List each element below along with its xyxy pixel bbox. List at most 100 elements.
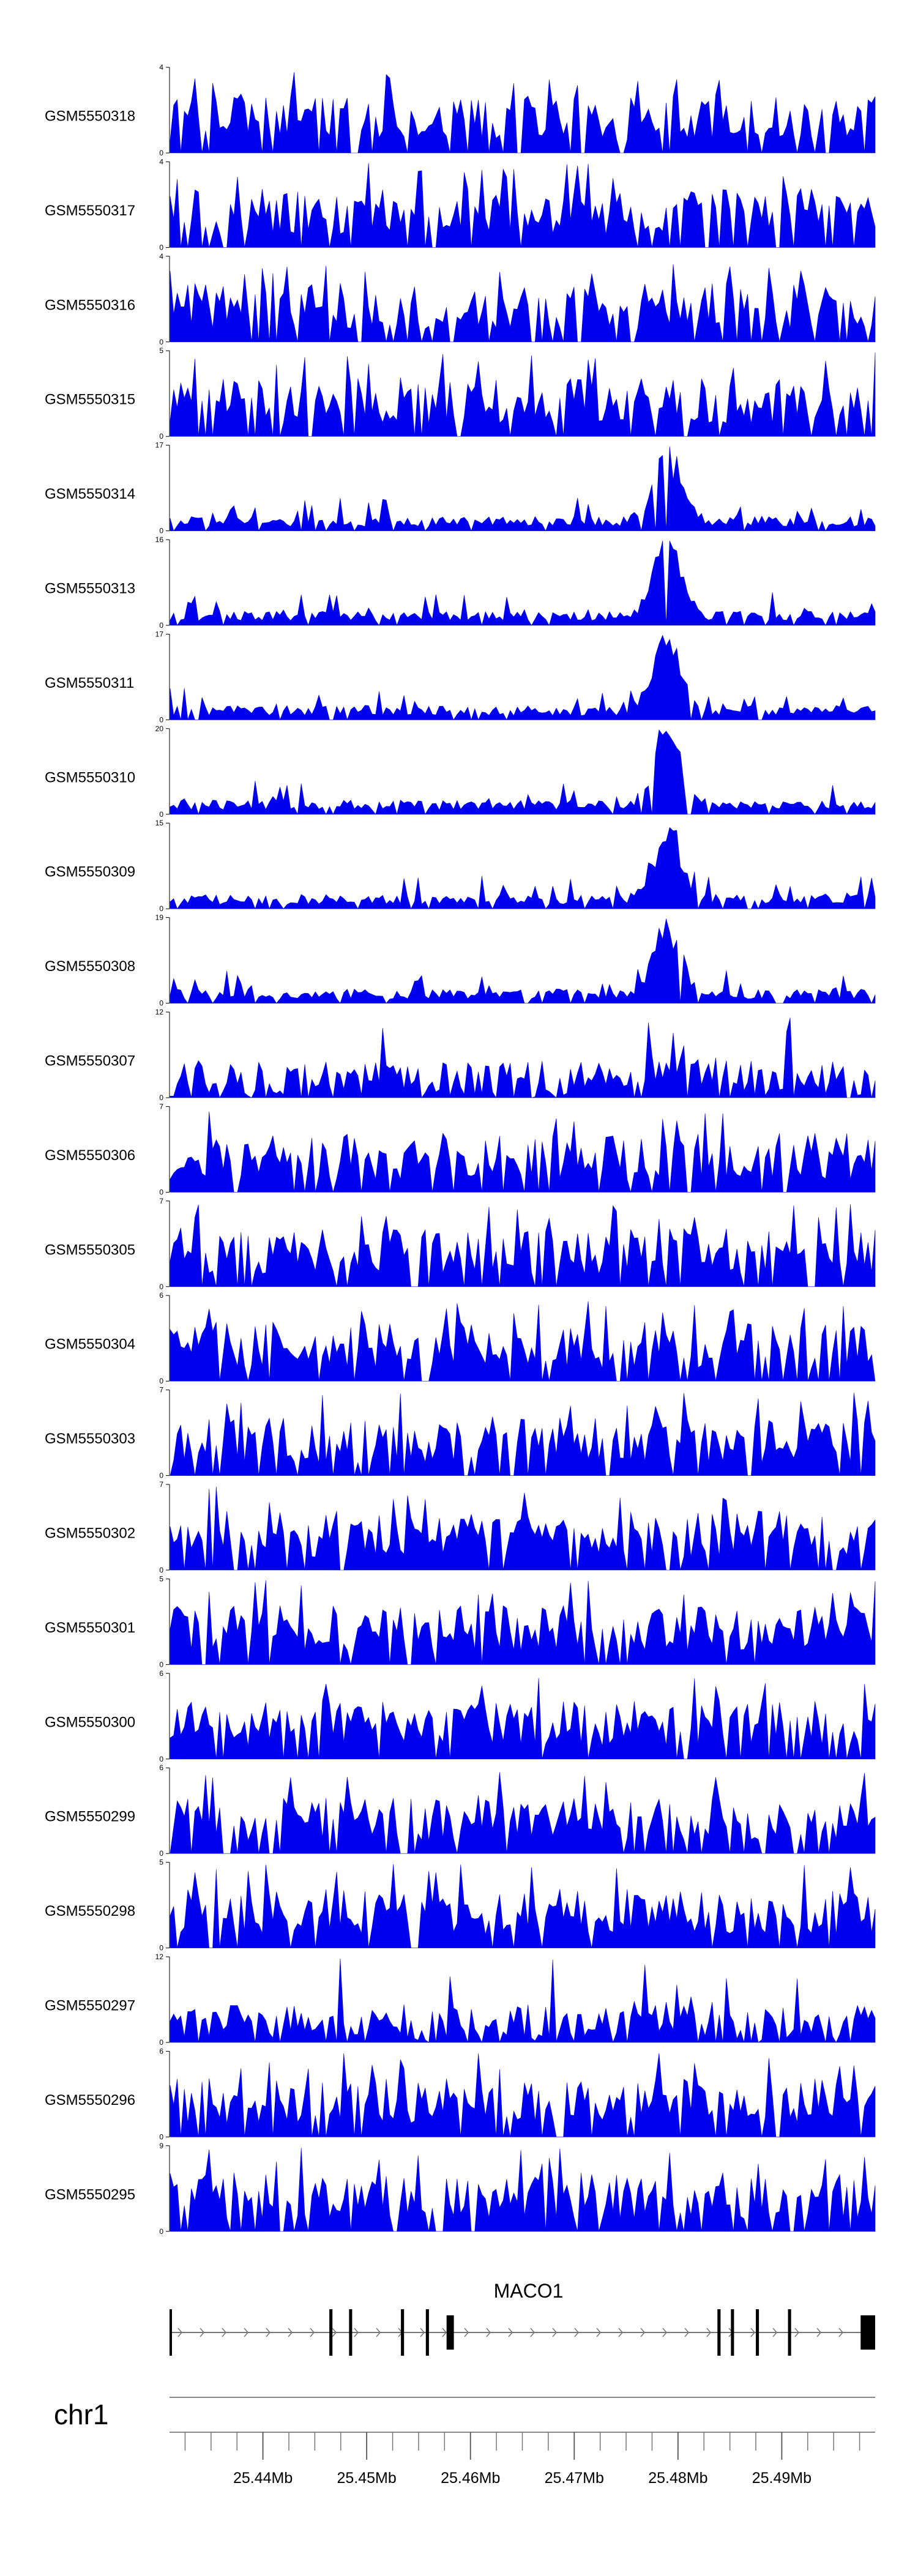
- track-ymin-label: 0: [159, 243, 163, 251]
- track-ymin-label: 0: [159, 1282, 163, 1291]
- coverage-track: GSM5550309 15 0: [45, 819, 876, 913]
- track-ymax-label: 7: [159, 1480, 163, 1489]
- track-ymin-label: 0: [159, 621, 163, 630]
- coverage-area: [170, 2148, 876, 2232]
- track-label: GSM5550318: [45, 108, 135, 125]
- coverage-track: GSM5550315 5 0: [45, 346, 876, 441]
- track-ymin-label: 0: [159, 1472, 163, 1480]
- strand-arrow: [177, 2328, 183, 2337]
- track-ymin-label: 0: [159, 904, 163, 913]
- track-ymax-label: 4: [159, 157, 163, 166]
- coverage-area: [170, 540, 876, 627]
- gene-exon: [788, 2309, 791, 2356]
- coverage-track: GSM5550299 6 0: [45, 1763, 876, 1858]
- coverage-track: GSM5550316 4 0: [45, 252, 876, 346]
- track-ymax-label: 4: [159, 252, 163, 261]
- track-label: GSM5550313: [45, 581, 135, 597]
- strand-arrow: [816, 2328, 822, 2337]
- track-label: GSM5550306: [45, 1147, 135, 1164]
- track-label: GSM5550299: [45, 1809, 135, 1825]
- strand-arrow: [376, 2328, 381, 2337]
- gene-exon: [401, 2309, 405, 2356]
- genome-axis: chr1 25.44Mb 25.45Mb 25.46Mb 25.47Mb 25.48Mb 2…: [54, 2397, 875, 2487]
- strand-arrow: [838, 2328, 844, 2337]
- strand-arrow: [508, 2328, 513, 2337]
- gene-exon: [860, 2315, 875, 2350]
- coverage-track: GSM5550317 4 0: [45, 157, 876, 251]
- track-ymin-label: 0: [159, 1755, 163, 1763]
- coverage-track: GSM5550302 7 0: [45, 1480, 876, 1574]
- coverage-area: [170, 264, 876, 343]
- strand-arrow: [684, 2328, 690, 2337]
- coverage-track: GSM5550318 4 0: [45, 63, 876, 157]
- track-ymax-label: 6: [159, 1763, 163, 1772]
- track-label: GSM5550298: [45, 1903, 135, 1919]
- strand-arrow: [222, 2328, 227, 2337]
- track-label: GSM5550297: [45, 1998, 135, 2014]
- track-ymax-label: 7: [159, 1386, 163, 1394]
- strand-arrow: [288, 2328, 293, 2337]
- coverage-track: GSM5550307 12 0: [45, 1008, 876, 1102]
- coverage-area: [170, 1393, 876, 1476]
- coverage-area: [170, 635, 876, 721]
- track-label: GSM5550301: [45, 1620, 135, 1636]
- coverage-area: [170, 918, 876, 1004]
- track-ymin-label: 0: [159, 715, 163, 724]
- coverage-area: [170, 352, 876, 437]
- track-ymin-label: 0: [159, 810, 163, 819]
- coverage-track: GSM5550311 17 0: [45, 630, 876, 724]
- coverage-area: [170, 1580, 876, 1665]
- gene-exon: [446, 2315, 454, 2350]
- gene-exon: [717, 2309, 721, 2356]
- track-ymax-label: 9: [159, 2142, 163, 2150]
- track-ymin-label: 0: [159, 1944, 163, 1952]
- track-label: GSM5550309: [45, 864, 135, 880]
- track-ymax-label: 17: [155, 441, 164, 450]
- track-label: GSM5550305: [45, 1241, 135, 1258]
- gene-exon: [329, 2309, 333, 2356]
- strand-arrow: [464, 2328, 469, 2337]
- strand-arrow: [706, 2328, 712, 2337]
- track-ymin-label: 0: [159, 1188, 163, 1196]
- strand-arrow: [750, 2328, 756, 2337]
- coverage-area: [170, 2053, 876, 2137]
- track-ymin-label: 0: [159, 1377, 163, 1385]
- gene-exon: [170, 2309, 172, 2356]
- track-ymin-label: 0: [159, 432, 163, 441]
- axis-tick-label: 25.47Mb: [545, 2470, 604, 2487]
- coverage-area: [170, 1486, 876, 1571]
- strand-arrow: [662, 2328, 668, 2337]
- track-ymax-label: 5: [159, 1858, 163, 1867]
- axis-tick-label: 25.49Mb: [752, 2470, 812, 2487]
- coverage-track: GSM5550298 5 0: [45, 1858, 876, 1952]
- track-label: GSM5550303: [45, 1431, 135, 1447]
- coverage-area: [170, 827, 876, 910]
- strand-arrow: [200, 2328, 205, 2337]
- track-ymax-label: 19: [155, 914, 164, 922]
- axis-tick-label: 25.46Mb: [441, 2470, 500, 2487]
- track-label: GSM5550316: [45, 297, 135, 313]
- track-label: GSM5550310: [45, 769, 135, 786]
- track-ymin-label: 0: [159, 1660, 163, 1669]
- coverage-area: [170, 1864, 876, 1948]
- gene-exon: [731, 2309, 734, 2356]
- track-ymin-label: 0: [159, 1849, 163, 1858]
- strand-arrow: [574, 2328, 580, 2337]
- track-ymin-label: 0: [159, 2227, 163, 2236]
- coverage-area: [170, 1678, 876, 1760]
- track-ymin-label: 0: [159, 2132, 163, 2141]
- strand-arrow: [332, 2328, 337, 2337]
- track-ymax-label: 7: [159, 1102, 163, 1111]
- gene-exon: [756, 2309, 759, 2356]
- track-label: GSM5550317: [45, 203, 135, 219]
- coverage-track: GSM5550308 19 0: [45, 914, 876, 1008]
- coverage-track: GSM5550310 20 0: [45, 724, 876, 819]
- strand-arrow: [772, 2328, 778, 2337]
- track-ymax-label: 15: [155, 819, 164, 827]
- gene-track: MACO1: [170, 2280, 875, 2356]
- axis-tick-label: 25.48Mb: [648, 2470, 707, 2487]
- track-ymax-label: 6: [159, 2047, 163, 2055]
- track-label: GSM5550302: [45, 1525, 135, 1542]
- track-label: GSM5550296: [45, 2092, 135, 2109]
